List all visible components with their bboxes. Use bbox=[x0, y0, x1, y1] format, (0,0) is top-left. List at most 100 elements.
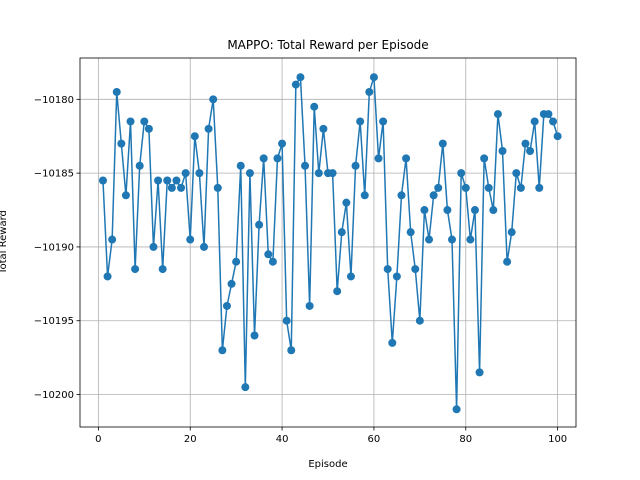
data-point bbox=[553, 132, 562, 141]
data-point bbox=[448, 235, 456, 244]
data-point bbox=[121, 191, 130, 200]
y-axis: −10200 −10195 −10190 −10185 −10180 bbox=[34, 95, 80, 401]
series-layer bbox=[98, 73, 562, 414]
data-point bbox=[287, 346, 296, 355]
data-point bbox=[296, 73, 305, 82]
data-point bbox=[521, 139, 530, 148]
data-point bbox=[420, 206, 429, 215]
data-point bbox=[337, 228, 346, 237]
data-point bbox=[227, 279, 236, 288]
data-point bbox=[457, 169, 466, 178]
data-point bbox=[204, 124, 213, 133]
data-point bbox=[222, 301, 231, 310]
data-point bbox=[314, 169, 323, 178]
chart-title: MAPPO: Total Reward per Episode bbox=[227, 38, 428, 52]
data-point bbox=[503, 257, 512, 266]
data-point bbox=[291, 80, 300, 89]
data-point bbox=[535, 183, 544, 192]
data-point bbox=[411, 265, 420, 274]
data-point bbox=[190, 132, 199, 141]
x-tick-label: 0 bbox=[95, 434, 101, 445]
data-point bbox=[98, 176, 107, 185]
data-point bbox=[144, 124, 153, 133]
data-point bbox=[356, 117, 365, 126]
y-tick-label: −10200 bbox=[34, 390, 74, 401]
data-point bbox=[425, 235, 434, 244]
data-point bbox=[544, 110, 553, 119]
data-point bbox=[282, 316, 291, 325]
data-point bbox=[406, 228, 415, 237]
data-point bbox=[108, 235, 117, 244]
data-point bbox=[397, 191, 406, 200]
data-point bbox=[507, 228, 516, 237]
x-tick-label: 100 bbox=[548, 434, 567, 445]
data-point bbox=[512, 169, 521, 178]
data-point bbox=[218, 346, 227, 355]
data-point bbox=[429, 191, 438, 200]
data-point bbox=[484, 183, 493, 192]
data-point bbox=[475, 368, 484, 377]
data-point bbox=[466, 235, 475, 244]
data-point bbox=[135, 161, 144, 170]
data-point bbox=[273, 154, 282, 163]
x-tick-label: 80 bbox=[459, 434, 472, 445]
data-point bbox=[342, 198, 351, 207]
y-tick-label: −10180 bbox=[34, 95, 74, 106]
data-point bbox=[480, 154, 489, 163]
data-point bbox=[549, 117, 558, 126]
x-tick-label: 20 bbox=[184, 434, 197, 445]
data-point bbox=[268, 257, 277, 266]
data-point bbox=[181, 169, 190, 178]
plot-area bbox=[80, 58, 576, 427]
data-point bbox=[301, 161, 310, 170]
data-point bbox=[177, 183, 186, 192]
data-point bbox=[305, 301, 314, 310]
data-point bbox=[163, 176, 172, 185]
data-point bbox=[328, 169, 337, 178]
data-point bbox=[319, 124, 328, 133]
data-point bbox=[172, 176, 181, 185]
data-point bbox=[140, 117, 149, 126]
data-point bbox=[310, 102, 319, 111]
data-point bbox=[470, 206, 479, 215]
data-point bbox=[369, 73, 378, 82]
data-point bbox=[402, 154, 411, 163]
data-point bbox=[117, 139, 126, 148]
data-point bbox=[388, 338, 397, 347]
data-point bbox=[264, 250, 273, 259]
data-point bbox=[149, 242, 158, 251]
data-point bbox=[365, 87, 374, 96]
plot-frame bbox=[79, 57, 577, 428]
data-point bbox=[250, 331, 259, 340]
data-point bbox=[438, 139, 447, 148]
x-axis-label: Episode bbox=[308, 459, 347, 470]
data-point bbox=[232, 257, 241, 266]
x-tick-label: 60 bbox=[368, 434, 381, 445]
data-point bbox=[112, 87, 121, 96]
data-point bbox=[236, 161, 245, 170]
x-tick-label: 40 bbox=[276, 434, 289, 445]
data-point bbox=[255, 220, 264, 229]
data-point bbox=[493, 110, 502, 119]
data-point bbox=[200, 242, 208, 251]
data-point bbox=[526, 146, 535, 155]
data-point bbox=[245, 169, 254, 178]
data-point bbox=[461, 183, 470, 192]
data-point bbox=[333, 287, 342, 296]
data-point bbox=[443, 206, 452, 215]
data-point bbox=[209, 95, 218, 104]
data-point bbox=[186, 235, 195, 244]
y-tick-label: −10190 bbox=[34, 242, 74, 253]
y-axis-label: Total Reward bbox=[0, 210, 9, 275]
data-point bbox=[154, 176, 163, 185]
data-point bbox=[346, 272, 355, 281]
data-point bbox=[103, 272, 112, 281]
grid-lines bbox=[80, 58, 576, 427]
data-point bbox=[516, 183, 525, 192]
data-point bbox=[351, 161, 360, 170]
data-point bbox=[241, 383, 250, 392]
data-point bbox=[360, 191, 369, 200]
data-point bbox=[126, 117, 135, 126]
data-point bbox=[415, 316, 424, 325]
